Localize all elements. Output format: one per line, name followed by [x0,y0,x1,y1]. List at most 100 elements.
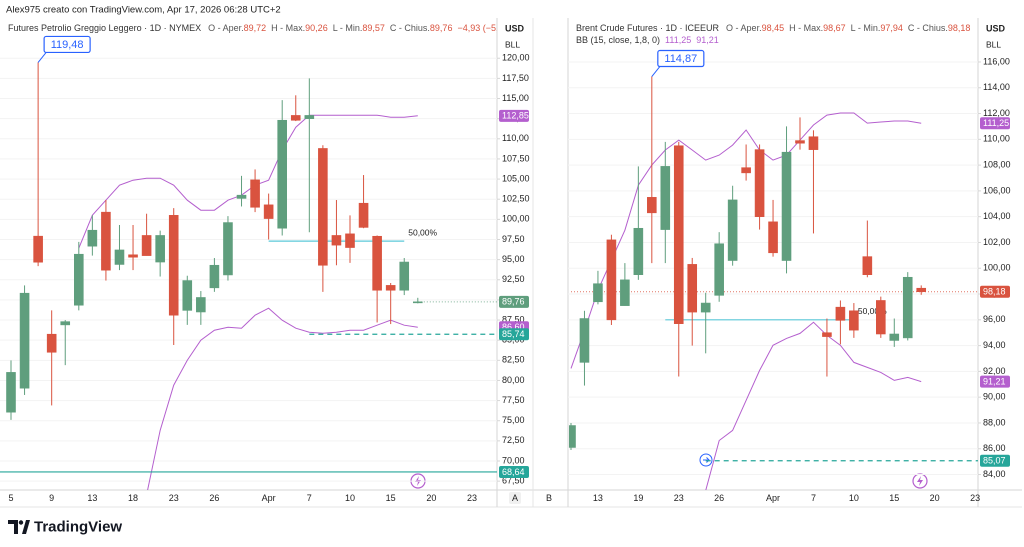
candle-body [33,235,43,263]
x-tick-label: 10 [849,493,859,503]
candle-body [385,285,396,291]
candle-body [700,302,711,313]
x-tick-label: 15 [889,493,899,503]
legend-field-label: C - Chius. [390,23,430,33]
y-tick-label: 116,00 [983,56,1010,66]
price-label: 85,74 [502,329,525,339]
price-label: 112,85 [502,111,529,121]
candle-body [569,425,576,448]
candle-body [781,151,792,261]
legend-field-value: 98,67 [823,23,846,33]
legend: Brent Crude Futures · 1D · ICEEUR O - Ape… [576,23,970,33]
candle-body [889,333,900,341]
price-label: 68,64 [502,467,525,477]
candle-body [714,243,724,296]
icon-arrow[interactable] [703,457,710,463]
candle-body [808,136,819,150]
y-tick-label: 80,00 [502,375,525,385]
y-tick-label: 95,00 [502,254,525,264]
candle-body [822,332,832,337]
candle-body [902,276,913,339]
y-tick-label: 100,00 [983,263,1011,273]
unit-label: BLL [986,39,1001,49]
x-tick-label: 7 [811,493,816,503]
x-tick-label: 20 [426,493,436,503]
fib-label: 50,00% [408,227,437,237]
candle-body [223,222,233,276]
price-label-bg [499,328,529,341]
callout-label: 114,87 [664,53,697,65]
x-tick-label: 13 [87,493,97,503]
indicator-name: BB (15, close, 1,8, 0) [576,35,660,45]
bollinger-lower [147,307,418,490]
y-tick-label: 96,00 [983,314,1006,324]
x-tick-label: 23 [970,493,980,503]
icon-bolt[interactable] [917,476,923,486]
legend: Futures Petrolio Greggio Leggero · 1D · … [8,23,520,33]
price-label-bg [499,109,529,122]
candle-body [318,148,328,266]
y-tick-label: 102,50 [502,194,530,204]
y-tick-label: 100,00 [502,214,530,224]
x-tick-label: Apr [766,493,780,503]
x-tick-label: 18 [128,493,138,503]
candle-body [277,119,288,229]
bollinger-lower [705,321,922,490]
x-tick-label: Apr [262,493,276,503]
legend-title: Futures Petrolio Greggio Leggero · 1D · … [8,23,201,33]
legend-change: −4,93 (−5,21%) [457,23,519,33]
y-tick-label: 110,00 [502,133,529,143]
x-tick-label: 15 [386,493,396,503]
candle-body [209,264,220,289]
logo-mark [22,520,30,534]
replay-icon[interactable] [699,453,713,467]
axis-button-label[interactable]: B [546,493,552,503]
y-tick-label: 88,00 [983,417,1006,427]
candle-body [606,239,617,321]
candle-body [6,372,16,413]
candle-body [236,194,247,199]
candle-body [579,318,590,363]
legend-field-value: 98,18 [948,23,971,33]
price-label-bg [499,465,529,478]
candle-body [660,166,671,230]
y-tick-label: 72,50 [502,435,525,445]
candle-body [196,297,206,313]
plot-area: 50,00% [569,76,978,490]
price-label-bg [980,285,1010,298]
callout-box [43,35,91,54]
candle-body [74,253,84,306]
candle-body [141,235,152,256]
price-label: 89,76 [502,297,525,307]
axis-button[interactable] [509,492,521,504]
candle-body [862,256,873,275]
candle-body [46,333,57,353]
y-tick-label: 110,00 [983,134,1010,144]
candle-body [795,140,805,144]
candle-body [60,321,71,326]
legend-field-label: H - Max. [271,23,305,33]
y-tick-label: 84,00 [983,469,1006,479]
callout-pointer [651,66,661,77]
candle-body [372,235,382,291]
x-tick-label: 9 [49,493,54,503]
candle-body [412,301,423,304]
bollinger-upper [78,114,418,249]
y-tick-label: 97,50 [502,234,525,244]
candle-body [358,202,369,228]
callout-pointer [37,52,47,63]
unit-label: USD [986,23,1006,33]
alert-icon[interactable] [912,473,928,489]
candle-body [673,145,684,324]
x-tick-label: 23 [169,493,179,503]
y-tick-label: 75,00 [502,415,525,425]
candle-body [331,235,342,246]
axis-button-label[interactable]: A [512,493,518,503]
x-tick-label: 7 [307,493,312,503]
y-tick-label: 94,00 [983,340,1006,350]
x-tick-label: 23 [674,493,684,503]
price-label: 111,25 [983,118,1009,128]
y-tick-label: 102,00 [983,237,1011,247]
unit-label: USD [505,23,525,33]
